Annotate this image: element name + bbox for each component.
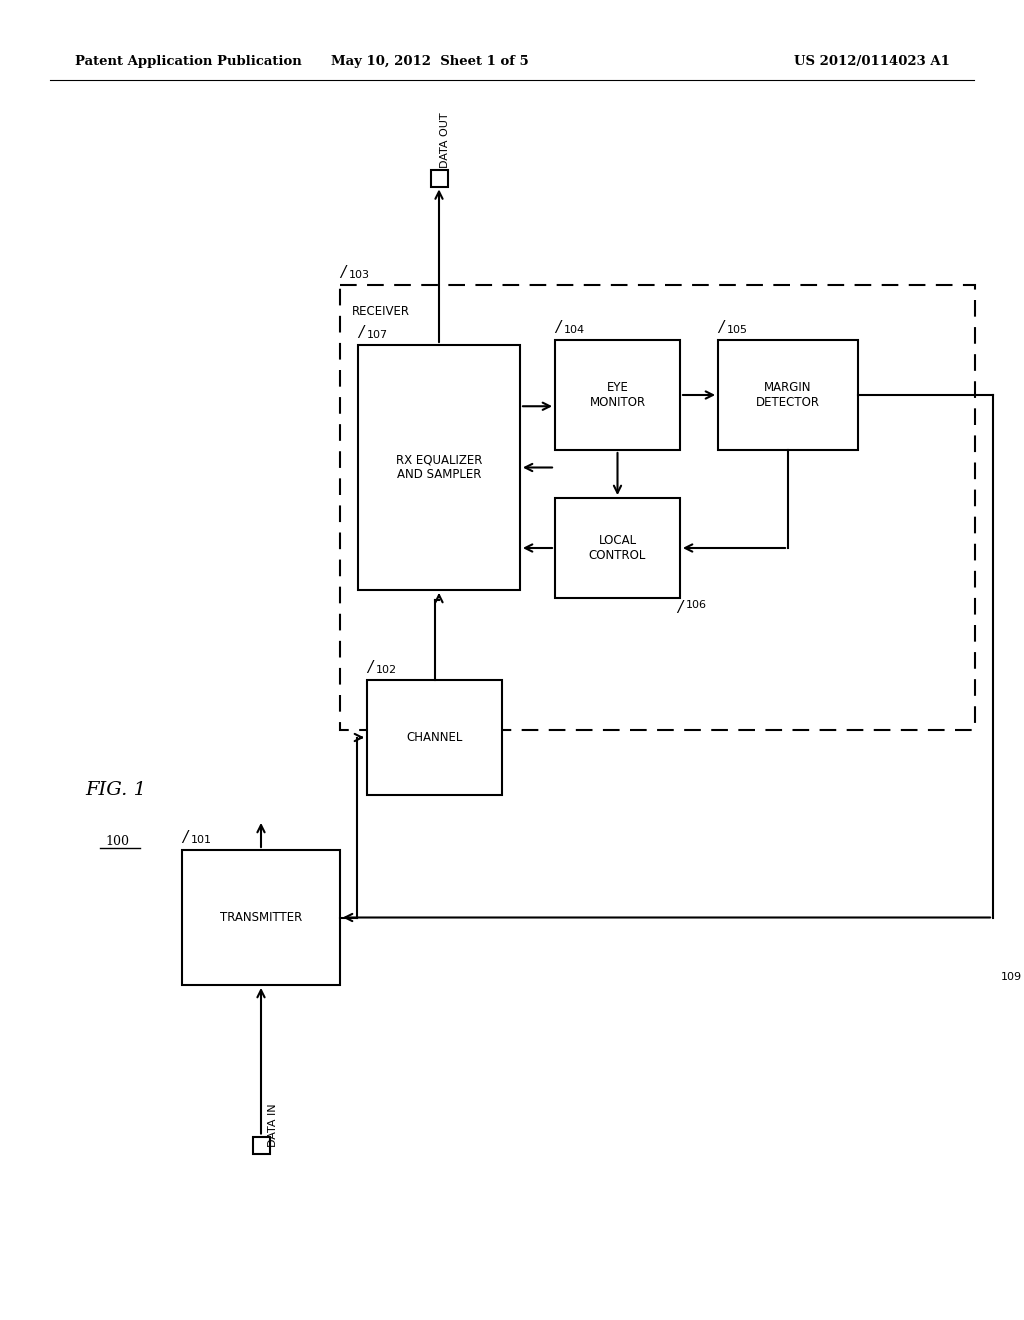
Bar bbox=[182, 850, 340, 985]
Text: /: / bbox=[555, 319, 560, 335]
Bar bbox=[367, 680, 502, 795]
Text: /: / bbox=[367, 660, 372, 675]
Text: 105: 105 bbox=[727, 325, 748, 335]
Bar bbox=[555, 498, 680, 598]
Bar bbox=[555, 341, 680, 450]
Text: 102: 102 bbox=[376, 665, 397, 675]
Text: /: / bbox=[357, 325, 362, 341]
Bar bbox=[340, 285, 975, 730]
Text: DATA IN: DATA IN bbox=[267, 1104, 278, 1147]
Text: 106: 106 bbox=[686, 601, 707, 610]
Text: May 10, 2012  Sheet 1 of 5: May 10, 2012 Sheet 1 of 5 bbox=[331, 55, 528, 69]
Text: /: / bbox=[340, 265, 345, 280]
Text: 100: 100 bbox=[105, 836, 129, 847]
Text: US 2012/0114023 A1: US 2012/0114023 A1 bbox=[795, 55, 950, 69]
Text: 101: 101 bbox=[191, 836, 212, 845]
Text: MARGIN
DETECTOR: MARGIN DETECTOR bbox=[756, 381, 820, 409]
Text: DATA OUT: DATA OUT bbox=[440, 112, 451, 168]
Bar bbox=[358, 345, 520, 590]
Text: RECEIVER: RECEIVER bbox=[352, 305, 410, 318]
Text: CHANNEL: CHANNEL bbox=[407, 731, 463, 744]
Text: /: / bbox=[718, 319, 723, 335]
Text: EYE
MONITOR: EYE MONITOR bbox=[590, 381, 645, 409]
Text: 107: 107 bbox=[367, 330, 388, 341]
Text: /: / bbox=[182, 830, 187, 845]
Text: Patent Application Publication: Patent Application Publication bbox=[75, 55, 302, 69]
Text: 109: 109 bbox=[1001, 973, 1022, 982]
Text: TRANSMITTER: TRANSMITTER bbox=[220, 911, 302, 924]
Text: 103: 103 bbox=[349, 271, 370, 280]
Bar bbox=[718, 341, 858, 450]
Text: FIG. 1: FIG. 1 bbox=[85, 781, 146, 799]
Bar bbox=[430, 169, 447, 186]
Text: 104: 104 bbox=[564, 325, 585, 335]
Text: RX EQUALIZER
AND SAMPLER: RX EQUALIZER AND SAMPLER bbox=[396, 454, 482, 482]
Text: /: / bbox=[677, 601, 682, 615]
Bar bbox=[253, 1137, 269, 1154]
Text: LOCAL
CONTROL: LOCAL CONTROL bbox=[589, 535, 646, 562]
